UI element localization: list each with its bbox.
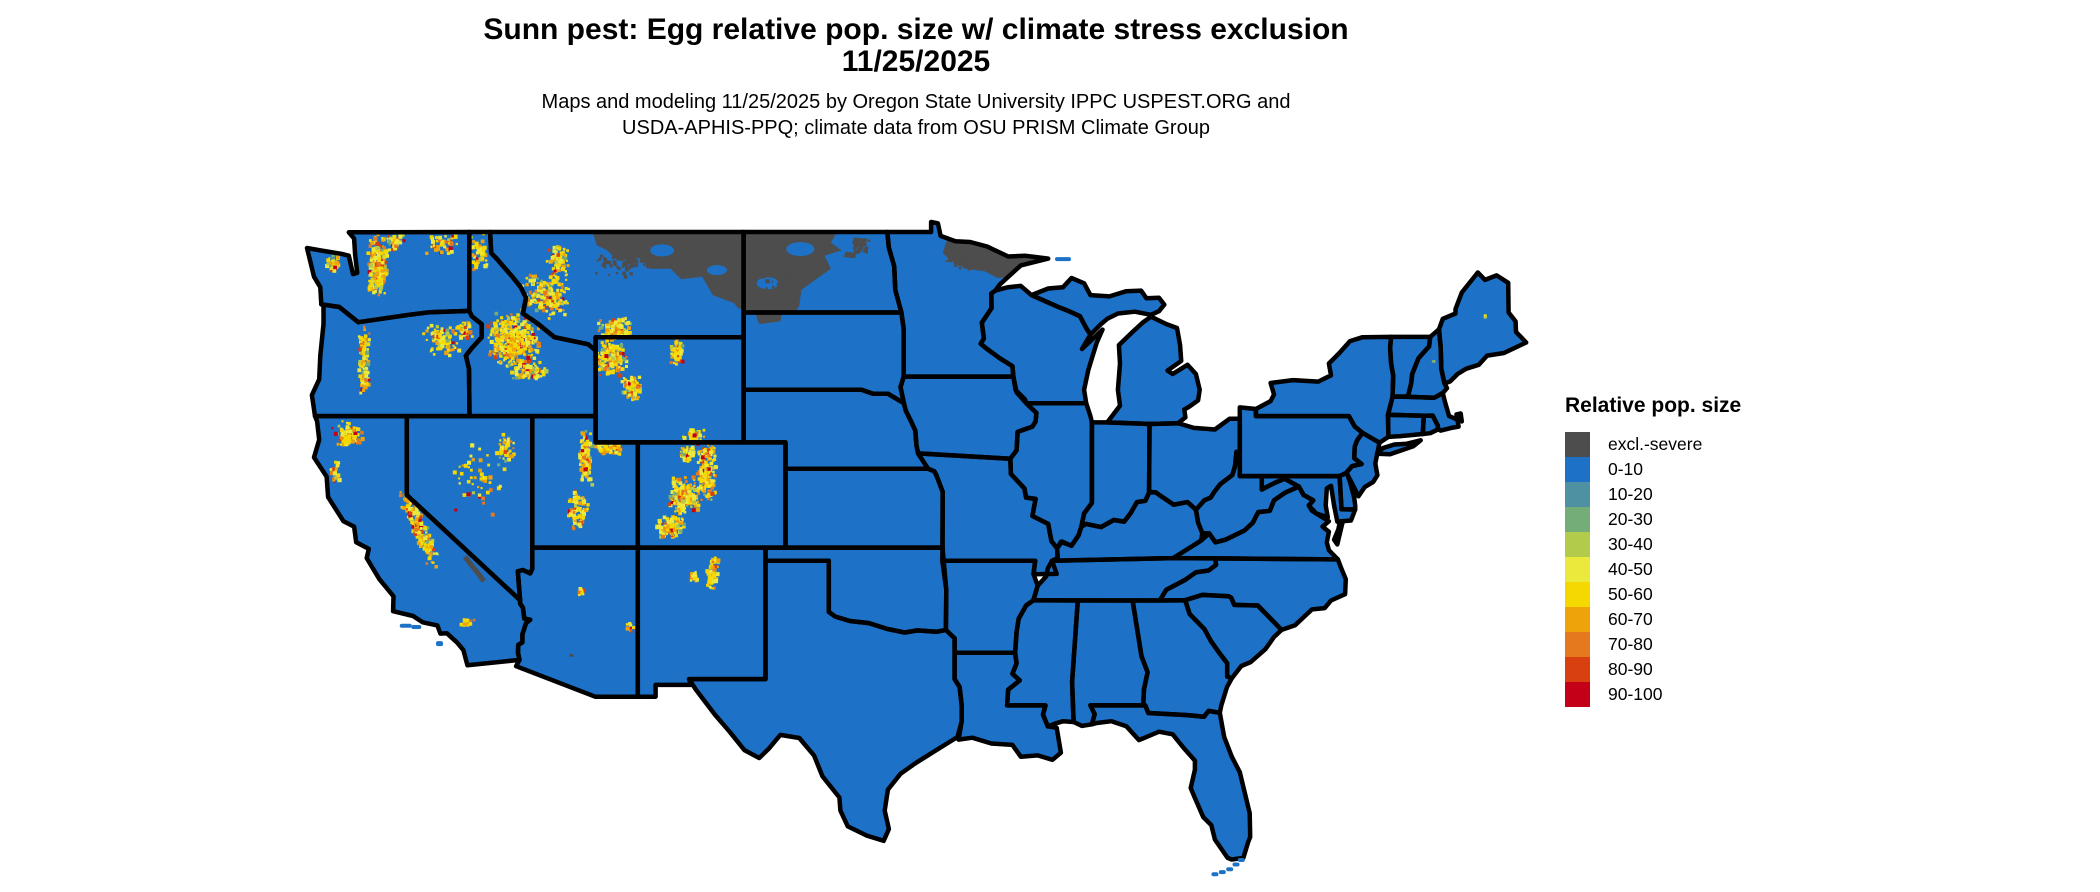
state-me: [1439, 272, 1527, 384]
legend-swatch: [1565, 482, 1590, 507]
map-islands: [399, 257, 1245, 877]
legend-item-label: 60-70: [1608, 609, 1653, 629]
legend-swatch: [1565, 457, 1590, 482]
state-ind: [1081, 422, 1150, 528]
border-il: [1008, 400, 1095, 551]
state-wv: [1195, 451, 1299, 543]
title-line-1: Sunn pest: Egg relative pop. size w/ cli…: [483, 13, 1349, 46]
map-raster-layer: [325, 232, 1487, 657]
map-borders: [304, 219, 1529, 862]
state-ar: [942, 560, 1038, 653]
state-fl: [1090, 705, 1251, 860]
legend-item-label: 80-90: [1608, 659, 1653, 679]
state-az: [516, 547, 638, 697]
legend-swatch: [1565, 532, 1590, 557]
state-ia: [900, 376, 1037, 459]
state-vt: [1390, 336, 1431, 397]
state-id: [465, 232, 596, 417]
legend-item: 70-80: [1565, 632, 1741, 657]
legend-swatch: [1565, 607, 1590, 632]
state-ga: [1132, 600, 1232, 717]
state-va: [1173, 486, 1343, 560]
legend-item-label: 40-50: [1608, 559, 1653, 579]
legend-item: 60-70: [1565, 607, 1741, 632]
border-me: [1436, 270, 1529, 386]
state-ks: [785, 468, 943, 548]
legend-item-label: 0-10: [1608, 459, 1644, 479]
legend-item: 50-60: [1565, 582, 1741, 607]
state-sd: [743, 312, 904, 404]
state-de: [1339, 473, 1356, 510]
state-ny: [1255, 336, 1421, 455]
state-tn: [1033, 558, 1216, 601]
state-wy: [595, 337, 744, 443]
legend-swatch: [1565, 557, 1590, 582]
legend-item-label: 30-40: [1608, 534, 1653, 554]
state-pa: [1239, 407, 1363, 477]
map-subtitle: Maps and modeling 11/25/2025 by Oregon S…: [0, 90, 1832, 141]
legend-item: 20-30: [1565, 507, 1741, 532]
legend-swatch: [1565, 432, 1590, 457]
legend-item: 90-100: [1565, 682, 1741, 707]
legend: Relative pop. size excl.-severe 0-10 10-…: [1565, 394, 1741, 707]
border-mi: [1029, 275, 1202, 427]
legend-item-label: 50-60: [1608, 584, 1653, 604]
legend-item: 80-90: [1565, 657, 1741, 682]
state-ms: [1007, 600, 1078, 727]
legend-title: Relative pop. size: [1565, 394, 1742, 417]
state-al: [1072, 600, 1148, 726]
legend-swatch: [1565, 682, 1590, 707]
legend-item: 10-20: [1565, 482, 1741, 507]
map-title: Sunn pest: Egg relative pop. size w/ cli…: [0, 14, 1832, 78]
state-nv: [406, 416, 533, 601]
state-mo: [918, 453, 1058, 575]
legend-item-label: 10-20: [1608, 484, 1653, 504]
legend-item-label: 70-80: [1608, 634, 1653, 654]
state-wa: [307, 232, 470, 323]
death-valley-exclusion: [462, 555, 486, 583]
title-line-2: 11/25/2025: [841, 45, 991, 78]
subtitle-line-1: Maps and modeling 11/25/2025 by Oregon S…: [541, 91, 1291, 113]
legend-swatch: [1565, 582, 1590, 607]
legend-item: 40-50: [1565, 557, 1741, 582]
state-mi: [1031, 278, 1200, 424]
subtitle-line-2: USDA-APHIS-PPQ; climate data from OSU PR…: [622, 116, 1210, 139]
state-il: [1010, 403, 1092, 549]
border-tn: [1031, 555, 1219, 603]
state-ne: [743, 389, 928, 469]
legend-item: excl.-severe: [1565, 432, 1741, 457]
border-oh: [1146, 416, 1243, 512]
state-nc: [1159, 558, 1346, 630]
state-sc: [1185, 594, 1282, 679]
legend-item-label: 20-30: [1608, 509, 1653, 529]
border-az: [513, 545, 641, 699]
border-tx: [686, 558, 964, 844]
state-or: [311, 304, 482, 417]
legend-item-label: excl.-severe: [1608, 434, 1703, 454]
legend-item: 0-10: [1565, 457, 1741, 482]
border-ny: [1253, 334, 1423, 457]
legend-item-label: 90-100: [1608, 684, 1663, 704]
state-ky: [1052, 491, 1203, 561]
state-wi: [980, 285, 1103, 404]
state-ct: [1388, 414, 1424, 437]
legend-swatch: [1565, 657, 1590, 682]
state-ok: [765, 547, 947, 633]
legend-swatch: [1565, 632, 1590, 657]
legend-item: 30-40: [1565, 532, 1741, 557]
legend-swatch: [1565, 507, 1590, 532]
state-nm: [637, 547, 766, 697]
state-nh: [1408, 329, 1447, 398]
border-fl: [1088, 703, 1253, 862]
